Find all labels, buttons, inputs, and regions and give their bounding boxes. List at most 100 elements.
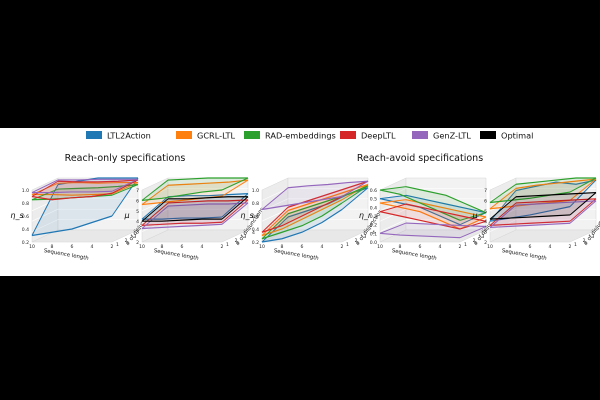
- series-DeepLTL: [379, 203, 487, 230]
- surface-fill: [32, 179, 138, 193]
- edge-line: [489, 190, 517, 222]
- z-tick: 7: [136, 188, 139, 194]
- legend-swatch-0: [86, 131, 102, 139]
- z-axis-label: η_r: [359, 211, 372, 220]
- edge-line: [569, 177, 597, 193]
- back-line: [515, 200, 597, 206]
- series-LTL2Action: [141, 193, 249, 220]
- edge-line: [111, 184, 139, 196]
- y-tick: 3: [591, 234, 594, 240]
- surface-fill: [32, 179, 138, 200]
- series-GCRL-LTL: [379, 199, 487, 230]
- z-tick: 0.4: [22, 227, 29, 233]
- y-tick: 3: [481, 234, 484, 240]
- surface-fill: [380, 199, 486, 229]
- grid-line: [489, 188, 517, 201]
- z-tick: 2: [136, 240, 139, 246]
- front-line: [261, 199, 343, 237]
- y-tick: 1: [116, 242, 119, 248]
- edge-line: [569, 192, 597, 216]
- z-axis-label: η_s: [10, 211, 23, 220]
- x-tick: 6: [71, 244, 74, 250]
- x-tick: 10: [29, 244, 35, 250]
- z-tick: 1.0: [252, 188, 259, 194]
- front-line: [489, 206, 571, 222]
- x-tick: 6: [419, 244, 422, 250]
- z-tick: 5: [136, 209, 139, 215]
- edge-line: [141, 196, 169, 220]
- z-tick: 0.2: [22, 240, 29, 246]
- x-axis-label: Sequence length: [153, 248, 199, 262]
- y-tick: 1: [464, 242, 467, 248]
- edge-line: [489, 188, 517, 210]
- grid-line: [31, 198, 59, 212]
- front-line: [261, 208, 343, 243]
- z-axis-label: η_s: [240, 211, 253, 220]
- edge-line: [261, 206, 289, 233]
- front-line: [31, 215, 113, 237]
- edge-line: [141, 205, 169, 229]
- edge-line: [379, 199, 407, 204]
- z-tick: 1.0: [22, 188, 29, 194]
- edge-line: [221, 179, 249, 197]
- chart-3: 0.00.10.20.30.40.50.6η_r1086421234Sequen…: [359, 177, 504, 262]
- x-tick: 4: [201, 244, 204, 250]
- front-line: [261, 195, 343, 211]
- z-tick: 3: [136, 230, 139, 236]
- front-line: [141, 223, 223, 230]
- series-GenZ-LTL: [379, 222, 487, 239]
- surface-fill: [380, 204, 486, 229]
- x-tick: 4: [321, 244, 324, 250]
- back-line: [57, 181, 138, 184]
- y-tick: 2: [355, 238, 358, 244]
- x-axis-label: Sequence length: [391, 248, 437, 262]
- surface-fill: [490, 200, 596, 228]
- edge-line: [341, 185, 369, 204]
- surface-fill: [142, 196, 248, 222]
- legend-swatch-1: [176, 131, 192, 139]
- edge-line: [379, 222, 407, 234]
- figure-svg: LTL2Action GCRL-LTL RAD-embeddings DeepLTL G…: [10, 131, 600, 262]
- edge-line: [31, 179, 59, 194]
- z-tick: 0.2: [370, 223, 377, 229]
- x-axis-label: Sequence length: [273, 248, 319, 262]
- legend-label-4: GenZ-LTL: [433, 131, 471, 141]
- series-Optimal: [489, 191, 597, 220]
- surface-fill: [142, 193, 248, 220]
- edge-line: [221, 177, 249, 191]
- back-line: [167, 199, 249, 204]
- x-tick: 8: [509, 244, 512, 250]
- edge-line: [221, 202, 249, 225]
- series-DeepLTL: [31, 179, 139, 201]
- y-tick: 2: [235, 238, 238, 244]
- back-line: [405, 194, 487, 214]
- legend-swatch-4: [412, 131, 428, 139]
- front-line: [142, 218, 222, 222]
- z-tick: 2: [484, 240, 487, 246]
- floor-pane: [31, 229, 139, 243]
- x-tick: 10: [487, 244, 493, 250]
- z-tick: 0.6: [370, 188, 377, 194]
- x-tick: 4: [439, 244, 442, 250]
- y-tick: 4: [252, 230, 255, 236]
- series-RAD-embeddings: [141, 177, 249, 201]
- x-tick: 8: [161, 244, 164, 250]
- front-line: [141, 189, 223, 201]
- grid-line: [31, 219, 59, 232]
- floor-pane: [261, 229, 369, 243]
- figure-panel: LTL2Action GCRL-LTL RAD-embeddings DeepLTL G…: [0, 128, 600, 276]
- x-tick: 6: [181, 244, 184, 250]
- front-line: [31, 192, 113, 201]
- edge-line: [459, 212, 487, 221]
- grid-line: [489, 219, 517, 232]
- grid-line: [379, 208, 407, 222]
- edge-line: [379, 186, 407, 191]
- front-line: [142, 216, 223, 220]
- x-tick: 2: [569, 244, 572, 250]
- edge-line: [341, 187, 369, 210]
- surface-fill: [142, 178, 248, 201]
- legend-label-0: LTL2Action: [107, 131, 151, 141]
- edge-line: [31, 188, 59, 201]
